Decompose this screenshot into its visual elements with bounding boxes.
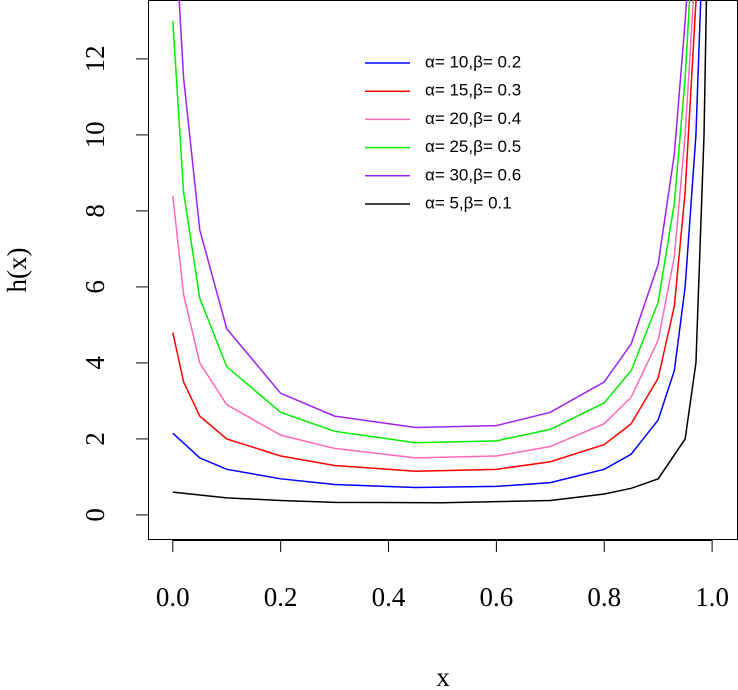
legend-label: α= 10,β= 0.2: [425, 52, 521, 71]
legend-label: α= 30,β= 0.6: [425, 165, 521, 184]
x-tick-label: 0.0: [156, 582, 190, 612]
y-tick-label: 6: [80, 280, 110, 294]
y-tick-label: 12: [80, 45, 110, 72]
legend-label: α= 20,β= 0.4: [425, 109, 521, 128]
series-line: [172, 0, 702, 489]
y-tick-label: 8: [80, 204, 110, 218]
series-line: [172, 0, 708, 504]
y-axis-label: h(x): [2, 248, 32, 293]
y-tick-label: 0: [80, 508, 110, 522]
legend-label: α= 5,β= 0.1: [425, 193, 512, 212]
y-tick-label: 2: [80, 432, 110, 446]
series-line: [178, 0, 688, 429]
x-tick-label: 0.4: [372, 582, 406, 612]
y-tick-label: 4: [80, 356, 110, 370]
series-line: [172, 0, 691, 444]
x-tick-label: 0.8: [587, 582, 621, 612]
y-tick-label: 10: [80, 121, 110, 148]
x-tick-label: 0.6: [480, 582, 514, 612]
x-tick-label: 1.0: [695, 582, 729, 612]
x-tick-label: 0.2: [264, 582, 298, 612]
series-line: [172, 0, 697, 472]
x-axis-label: x: [436, 662, 450, 690]
legend-label: α= 15,β= 0.3: [425, 81, 521, 100]
plot-area: [172, 0, 708, 504]
series-line: [172, 0, 695, 459]
legend-label: α= 25,β= 0.5: [425, 137, 521, 156]
